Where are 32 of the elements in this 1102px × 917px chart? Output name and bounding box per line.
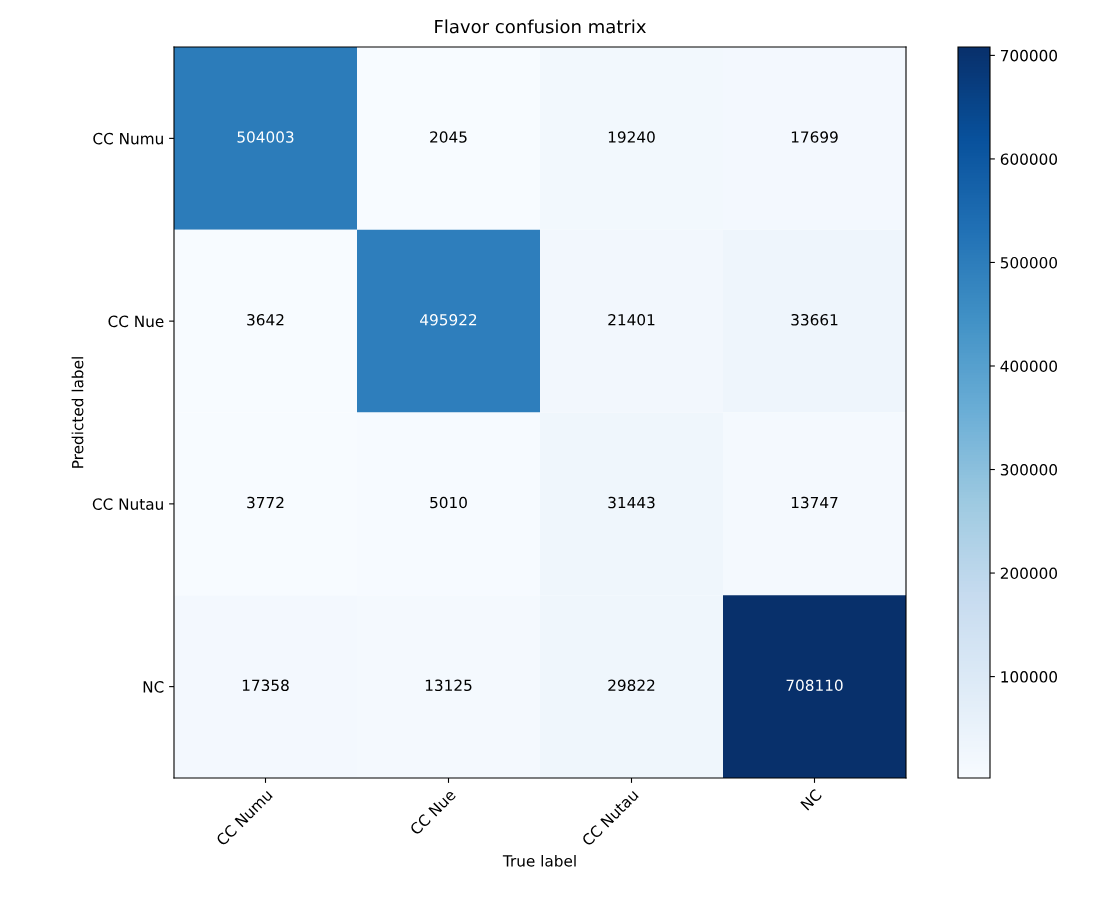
y-tick-label: CC Nue	[108, 315, 164, 328]
data-label: 13125	[425, 679, 472, 692]
data-label: 495922	[420, 314, 477, 326]
y-axis-title: Predicted label	[71, 357, 84, 468]
y-tick-label: CC Nutau	[92, 498, 163, 510]
color-bar-label: 500000	[1000, 256, 1058, 269]
data-label: 17699	[791, 131, 838, 143]
y-tick-label: NC	[143, 681, 164, 693]
chart-title: Flavor confusion matrix	[435, 19, 646, 34]
data-label: 3772	[247, 496, 284, 509]
data-label: 5010	[430, 496, 467, 509]
data-label: 3642	[247, 314, 284, 326]
color-bar-label: 100000	[1001, 671, 1058, 683]
data-label: 29822	[608, 679, 655, 692]
data-label: 33661	[791, 314, 838, 326]
data-label: 17358	[242, 679, 289, 692]
data-label: 21401	[608, 314, 655, 326]
x-tick-label: NC	[800, 788, 823, 811]
y-tick-label: CC Numu	[93, 132, 163, 145]
color-bar-label: 300000	[1000, 463, 1058, 476]
data-label: 31443	[608, 496, 655, 509]
color-bar-label: 700000	[1000, 49, 1058, 62]
color-bar-label: 600000	[1000, 153, 1058, 165]
data-label: 2045	[430, 131, 467, 143]
color-bar-label: 400000	[1000, 360, 1058, 373]
data-label: 504003	[237, 131, 294, 143]
data-label: 13747	[791, 496, 838, 509]
color-bar-label: 200000	[1000, 567, 1058, 580]
x-axis-title: True label	[502, 854, 576, 867]
data-label: 19240	[608, 131, 655, 143]
data-label: 708110	[786, 679, 843, 692]
x-tick-label: CC Nue	[409, 788, 457, 836]
